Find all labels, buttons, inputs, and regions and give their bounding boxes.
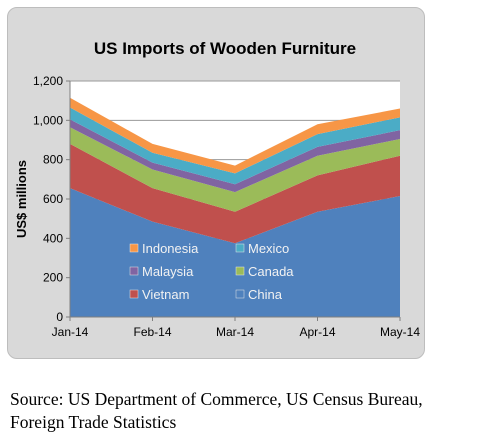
area-vietnam (70, 143, 400, 244)
x-tick-label: May-14 (380, 325, 420, 339)
legend-swatch-malaysia (129, 266, 139, 276)
y-tick-label: 0 (56, 310, 63, 324)
area-indonesia (70, 97, 400, 174)
legend-swatch-mexico (235, 243, 245, 253)
y-axis-label: US$ millions (14, 160, 29, 238)
area-china (70, 188, 400, 317)
legend-label-mexico: Mexico (248, 241, 289, 256)
legend-swatch-canada (235, 266, 245, 276)
stacked-area-chart: 0 200 400 600 800 1,000 1,200 Jan-14 Feb-14 Mar-1… (14, 39, 420, 339)
legend-label-china: China (248, 287, 283, 302)
y-tick-label: 200 (43, 271, 63, 285)
legend-label-vietnam: Vietnam (142, 287, 189, 302)
x-tick-label: Jan-14 (52, 325, 89, 339)
y-tick-label: 1,000 (33, 113, 63, 127)
y-tick-label: 1,200 (33, 74, 63, 88)
legend-swatch-indonesia (129, 243, 139, 253)
chart-title: US Imports of Wooden Furniture (94, 39, 356, 58)
y-tick-label: 600 (43, 192, 63, 206)
source-note: Source: US Department of Commerce, US Ce… (10, 389, 423, 432)
legend-swatch-china (235, 289, 245, 299)
legend-label-malaysia: Malaysia (142, 264, 194, 279)
legend-label-canada: Canada (248, 264, 294, 279)
legend-swatch-vietnam (129, 289, 139, 299)
x-tick-label: Mar-14 (216, 325, 254, 339)
x-tick-label: Apr-14 (299, 325, 335, 339)
legend-label-indonesia: Indonesia (142, 241, 199, 256)
x-tick-label: Feb-14 (133, 325, 171, 339)
area-canada (70, 127, 400, 212)
y-tick-label: 400 (43, 231, 63, 245)
y-tick-label: 800 (43, 153, 63, 167)
area-mexico (70, 107, 400, 185)
area-malaysia (70, 119, 400, 193)
